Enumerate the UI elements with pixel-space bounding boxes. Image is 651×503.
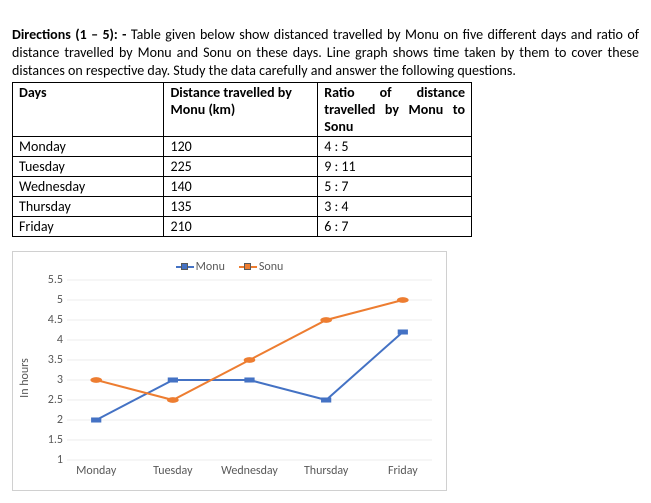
table-header: Distance travelled by Monu (km)	[164, 82, 318, 136]
y-tick-label: 3.5	[48, 353, 63, 367]
x-tick-label: Friday	[388, 464, 418, 478]
x-tick-label: Tuesday	[153, 464, 192, 478]
table-cell: 225	[164, 156, 318, 176]
table-cell: 9 : 11	[318, 156, 472, 176]
legend-label: Monu	[196, 260, 225, 274]
y-tick-label: 2	[57, 413, 63, 427]
table-cell: 210	[164, 216, 318, 236]
y-axis-label: In hours	[18, 358, 32, 398]
y-tick-label: 4.5	[48, 313, 63, 327]
directions-text: Directions (1 – 5): - Table given below …	[12, 26, 639, 81]
table-cell: Wednesday	[13, 176, 164, 196]
plot-area: 11.522.533.544.555.5MondayTuesdayWednesd…	[67, 280, 432, 460]
table-cell: 6 : 7	[318, 216, 472, 236]
legend-marker-icon	[176, 266, 194, 268]
table-row: Monday1204 : 5	[13, 136, 472, 156]
y-tick-label: 3	[57, 373, 63, 387]
table-row: Friday2106 : 7	[13, 216, 472, 236]
y-tick-label: 4	[57, 333, 63, 347]
legend-marker-icon	[239, 266, 257, 268]
table-cell: Monday	[13, 136, 164, 156]
x-tick-label: Monday	[76, 464, 116, 478]
legend-item: Monu	[176, 260, 225, 274]
data-table: DaysDistance travelled by Monu (km)Ratio…	[12, 82, 472, 237]
y-tick-label: 5.5	[48, 273, 63, 287]
y-tick-label: 5	[57, 293, 63, 307]
x-tick-label: Thursday	[304, 464, 348, 478]
table-cell: 135	[164, 196, 318, 216]
y-tick-label: 2.5	[48, 393, 63, 407]
y-tick-label: 1.5	[48, 433, 63, 447]
y-tick-label: 1	[57, 453, 63, 467]
legend-item: Sonu	[239, 260, 283, 274]
table-cell: 140	[164, 176, 318, 196]
table-row: Thursday1353 : 4	[13, 196, 472, 216]
table-cell: Tuesday	[13, 156, 164, 176]
table-row: Tuesday2259 : 11	[13, 156, 472, 176]
table-cell: Friday	[13, 216, 164, 236]
table-cell: 5 : 7	[318, 176, 472, 196]
directions-label: Directions (1 – 5): -	[12, 26, 131, 43]
line-chart: MonuSonu In hours 11.522.533.544.555.5Mo…	[12, 251, 447, 491]
table-cell: 3 : 4	[318, 196, 472, 216]
table-header: Days	[13, 82, 164, 136]
table-row: Wednesday1405 : 7	[13, 176, 472, 196]
table-cell: Thursday	[13, 196, 164, 216]
x-tick-label: Wednesday	[221, 464, 278, 478]
table-cell: 4 : 5	[318, 136, 472, 156]
table-header: Ratio of distance travelled by Monu to S…	[318, 82, 472, 136]
legend-label: Sonu	[259, 260, 283, 274]
table-cell: 120	[164, 136, 318, 156]
chart-legend: Monu Sonu	[21, 260, 438, 274]
